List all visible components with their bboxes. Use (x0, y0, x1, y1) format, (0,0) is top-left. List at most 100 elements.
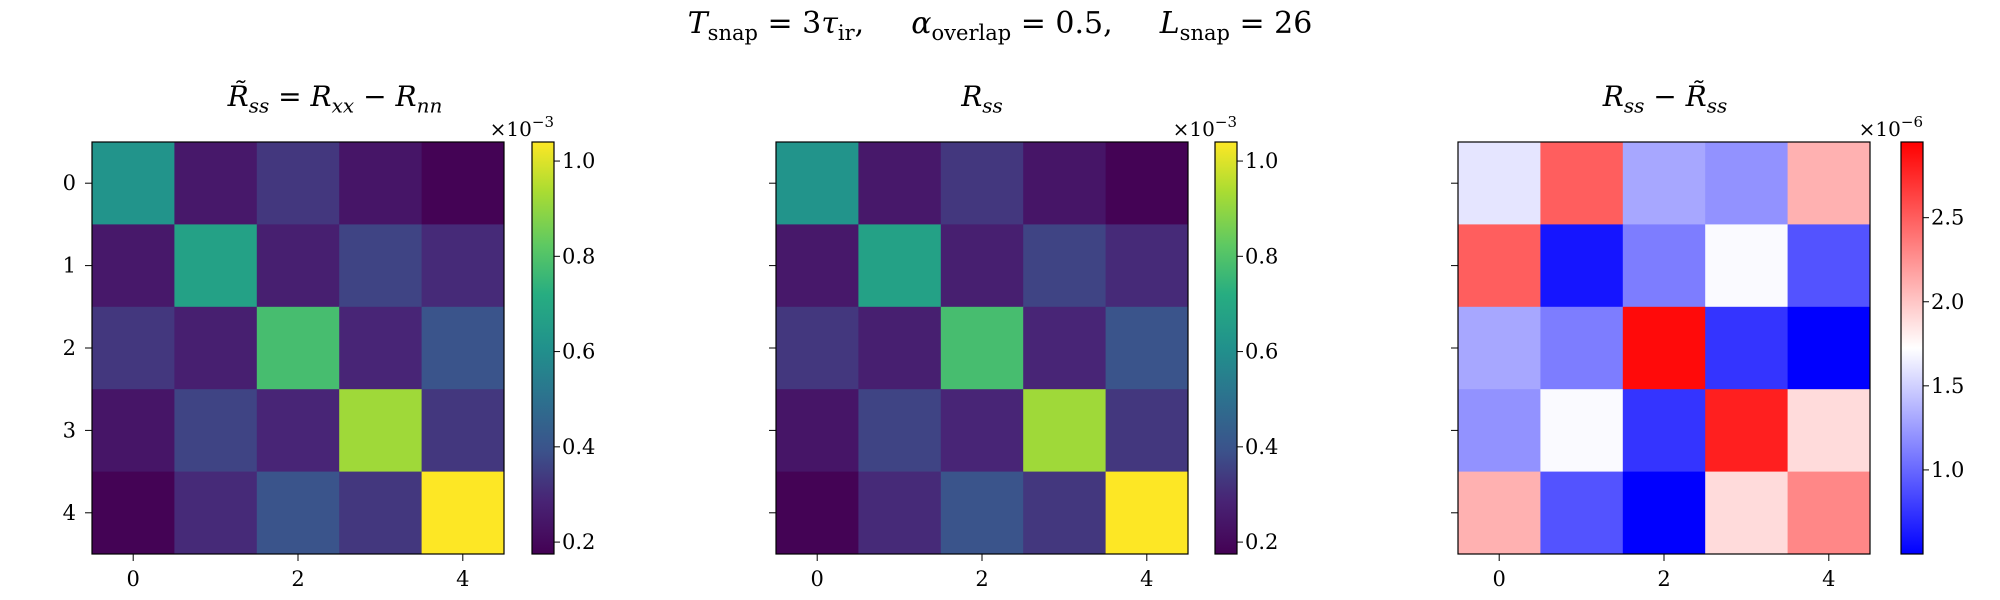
colorbar-tick-label: 0.4 (562, 435, 595, 459)
heatmap-cell-r2-c2 (940, 306, 1024, 390)
x-tick-label: 2 (1657, 567, 1670, 591)
colorbar (1215, 142, 1237, 554)
heatmap-cell-r3-c1 (174, 389, 258, 473)
heatmap-cell-r3-c3 (1705, 389, 1789, 473)
colorbar-tick-label: 2.5 (1931, 206, 1964, 230)
heatmap-cell-r2-c3 (339, 306, 423, 390)
heatmap-cell-r1-c4 (1105, 224, 1189, 308)
heatmap-cell-r4-c2 (256, 471, 340, 555)
heatmap-cell-r4-c1 (174, 471, 258, 555)
heatmap-cell-r1-c2 (1622, 224, 1706, 308)
heatmap-cell-r2-c1 (1540, 306, 1624, 390)
colorbar-multiplier: ×10−3 (1173, 113, 1237, 141)
x-tick-label: 0 (811, 567, 824, 591)
x-tick-label: 0 (1493, 567, 1506, 591)
x-tick-label: 0 (127, 567, 140, 591)
heatmap-cell-r4-c2 (940, 471, 1024, 555)
heatmap-cell-r2-c0 (92, 306, 175, 390)
heatmap-cell-r0-c1 (858, 142, 942, 225)
colorbar-frame (1900, 141, 1924, 555)
heatmap-cell-r3-c3 (339, 389, 423, 473)
colorbar-tick-label: 0.6 (562, 340, 595, 364)
heatmap-cell-r4-c3 (339, 471, 423, 555)
heatmap-cell-r0-c4 (421, 142, 505, 225)
y-tick-label: 4 (63, 501, 76, 525)
colorbar (1901, 142, 1923, 554)
colorbar-tick-label: 2.0 (1931, 290, 1964, 314)
heatmap-cell-r2-c0 (776, 306, 859, 390)
heatmap-cell-r1-c3 (1023, 224, 1107, 308)
heatmap-cell-r1-c1 (1540, 224, 1624, 308)
heatmap-cell-r0-c3 (1705, 142, 1789, 225)
heatmap-cell-r0-c4 (1787, 142, 1871, 225)
colorbar-frame (531, 141, 555, 555)
colorbar-tick-label: 1.0 (1931, 458, 1964, 482)
heatmap-cell-r1-c0 (92, 224, 175, 308)
heatmap-cell-r1-c1 (174, 224, 258, 308)
heatmap-cell-r3-c1 (1540, 389, 1624, 473)
x-tick-label: 2 (291, 567, 304, 591)
heatmap-cell-r4-c0 (92, 471, 175, 555)
heatmap-cell-r3-c1 (858, 389, 942, 473)
heatmap-cell-r2-c4 (421, 306, 505, 390)
heatmap-cell-r0-c2 (256, 142, 340, 225)
heatmap-cell-r3-c2 (940, 389, 1024, 473)
colorbar-tick-label: 0.4 (1245, 435, 1278, 459)
heatmap-cell-r0-c0 (92, 142, 175, 225)
heatmap-cell-r4-c0 (1458, 471, 1541, 555)
heatmap-cell-r0-c2 (1622, 142, 1706, 225)
figure-suptitle: Tsnap = 3τir, αoverlap = 0.5, Lsnap = 26 (687, 6, 1313, 45)
heatmap-cell-r3-c0 (1458, 389, 1541, 473)
heatmap-cell-r4-c1 (1540, 471, 1624, 555)
heatmap-cell-r3-c4 (421, 389, 505, 473)
colorbar-frame (1214, 141, 1238, 555)
panel-title-estimated: R̃ss = Rxx − Rnn (227, 80, 443, 118)
heatmap-cell-r2-c4 (1787, 306, 1871, 390)
heatmap-cell-r4-c4 (1105, 471, 1189, 555)
heatmap-cell-r1-c4 (421, 224, 505, 308)
heatmap-cell-r4-c3 (1705, 471, 1789, 555)
heatmap-cell-r4-c3 (1023, 471, 1107, 555)
colorbar-tick-label: 0.6 (1245, 340, 1278, 364)
colorbar-multiplier: ×10−3 (490, 113, 554, 141)
heatmap-cell-r0-c2 (940, 142, 1024, 225)
heatmap-panel-0: 0 2 4 0 1 2 3 4 0.2 0.4 0.6 0.8 1.0 ×10−3 (63, 113, 596, 591)
heatmap-cell-r2-c2 (256, 306, 340, 390)
heatmap-cell-r3-c2 (1622, 389, 1706, 473)
heatmap-cell-r2-c1 (174, 306, 258, 390)
colorbar-tick-label: 0.2 (562, 530, 595, 554)
y-tick-label: 0 (63, 171, 76, 195)
colorbar-tick-label: 0.2 (1245, 530, 1278, 554)
heatmap-cell-r0-c1 (1540, 142, 1624, 225)
heatmap-cell-r1-c1 (858, 224, 942, 308)
heatmap-cell-r2-c3 (1705, 306, 1789, 390)
x-tick-label: 4 (456, 567, 469, 591)
heatmap-cell-r3-c0 (776, 389, 859, 473)
heatmap-cell-r2-c0 (1458, 306, 1541, 390)
heatmap-cell-r0-c1 (174, 142, 258, 225)
y-tick-label: 2 (63, 336, 76, 360)
heatmap-cell-r3-c3 (1023, 389, 1107, 473)
heatmap-cell-r1-c3 (1705, 224, 1789, 308)
heatmap-cell-r0-c3 (1023, 142, 1107, 225)
heatmap-cell-r2-c4 (1105, 306, 1189, 390)
heatmap-cell-r3-c2 (256, 389, 340, 473)
heatmap-cell-r0-c3 (339, 142, 423, 225)
x-tick-label: 2 (975, 567, 988, 591)
heatmap-cell-r1-c0 (1458, 224, 1541, 308)
heatmap-cell-r2-c1 (858, 306, 942, 390)
heatmap-cell-r3-c4 (1105, 389, 1189, 473)
colorbar-multiplier: ×10−6 (1859, 113, 1923, 141)
heatmap-cell-r1-c2 (940, 224, 1024, 308)
heatmap-cell-r0-c0 (776, 142, 859, 225)
heatmap-cell-r4-c4 (421, 471, 505, 555)
heatmap-cell-r2-c3 (1023, 306, 1107, 390)
heatmap-cell-r1-c3 (339, 224, 423, 308)
y-tick-label: 3 (63, 418, 76, 442)
heatmap-cell-r1-c2 (256, 224, 340, 308)
panel-title-difference: Rss − R̃ss (1602, 80, 1728, 118)
x-tick-label: 4 (1140, 567, 1153, 591)
heatmap-panel-1: 0 2 4 0.2 0.4 0.6 0.8 1.0 ×10−3 (769, 113, 1278, 591)
colorbar-tick-label: 1.0 (562, 149, 595, 173)
